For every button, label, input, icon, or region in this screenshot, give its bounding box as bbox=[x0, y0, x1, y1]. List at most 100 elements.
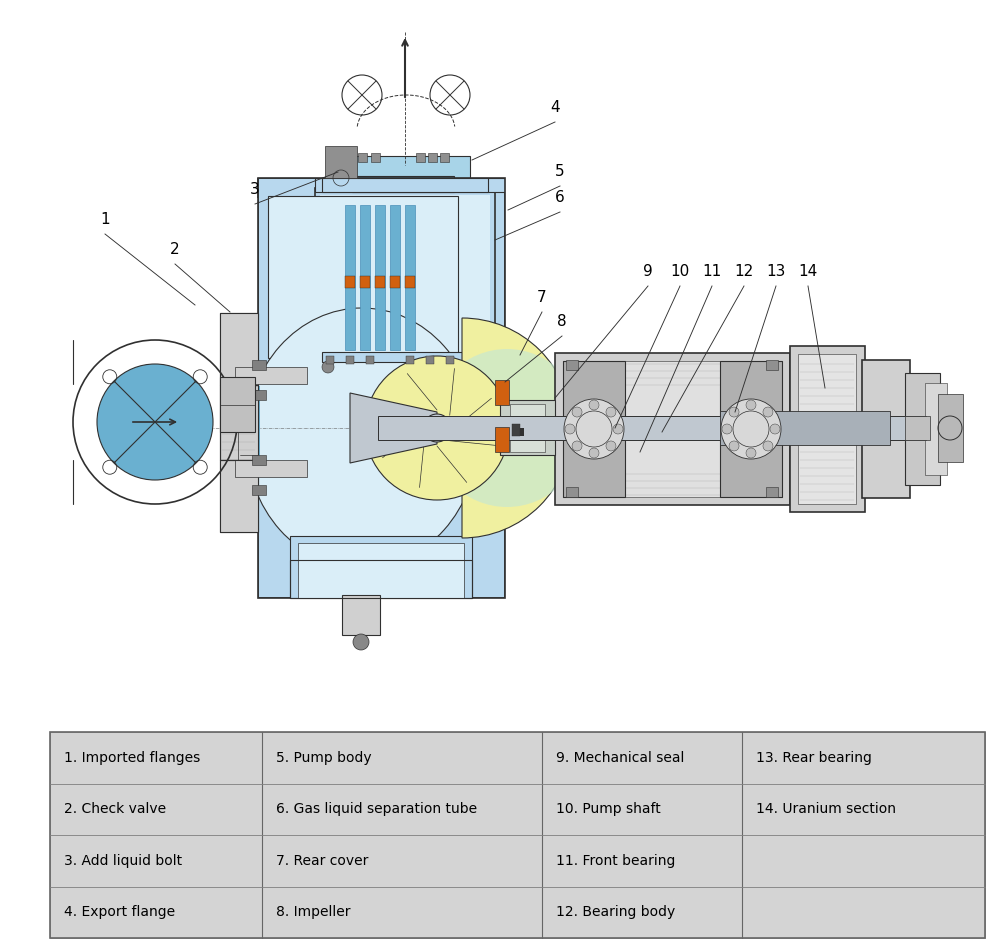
Circle shape bbox=[565, 424, 575, 434]
Bar bbox=[790, 346, 865, 512]
Polygon shape bbox=[350, 393, 437, 463]
Bar bbox=[446, 356, 454, 364]
Bar bbox=[235, 386, 260, 458]
Bar bbox=[345, 276, 355, 288]
Text: 5. Pump body: 5. Pump body bbox=[276, 750, 372, 765]
Bar bbox=[262, 886, 542, 938]
Text: 13. Rear bearing: 13. Rear bearing bbox=[756, 750, 872, 765]
Bar bbox=[720, 361, 782, 497]
Bar bbox=[563, 361, 782, 497]
Text: 9. Mechanical seal: 9. Mechanical seal bbox=[556, 750, 684, 765]
Bar bbox=[390, 276, 400, 288]
Bar bbox=[258, 178, 505, 598]
Bar bbox=[542, 732, 742, 784]
Bar bbox=[262, 732, 542, 784]
Bar bbox=[500, 400, 555, 455]
Bar bbox=[235, 385, 258, 460]
Bar bbox=[346, 153, 355, 162]
Bar bbox=[322, 178, 488, 192]
Bar bbox=[220, 460, 258, 532]
Bar bbox=[542, 835, 742, 886]
Bar bbox=[358, 153, 367, 162]
Bar bbox=[766, 360, 778, 370]
Bar bbox=[360, 276, 370, 288]
Circle shape bbox=[472, 361, 484, 373]
Circle shape bbox=[746, 400, 756, 410]
Bar bbox=[542, 886, 742, 938]
Text: 2: 2 bbox=[170, 242, 180, 257]
Bar bbox=[0, 0, 1000, 178]
Bar bbox=[326, 356, 334, 364]
Bar bbox=[563, 361, 625, 497]
Bar bbox=[925, 383, 947, 475]
Wedge shape bbox=[462, 318, 572, 538]
Circle shape bbox=[721, 399, 781, 459]
Text: 11: 11 bbox=[702, 264, 722, 279]
Text: 13: 13 bbox=[766, 264, 786, 279]
Bar bbox=[346, 356, 354, 364]
Bar bbox=[428, 153, 437, 162]
Text: 12: 12 bbox=[734, 264, 754, 279]
Bar bbox=[220, 385, 260, 460]
Text: 14: 14 bbox=[798, 264, 818, 279]
Bar bbox=[220, 377, 255, 432]
Bar bbox=[742, 784, 985, 835]
Bar bbox=[235, 460, 307, 477]
Text: 11. Front bearing: 11. Front bearing bbox=[556, 854, 675, 867]
Bar bbox=[766, 487, 778, 497]
Bar bbox=[798, 354, 856, 504]
Bar bbox=[220, 460, 258, 532]
Bar bbox=[252, 455, 266, 465]
Circle shape bbox=[365, 356, 509, 500]
Bar bbox=[905, 416, 930, 440]
Bar bbox=[371, 153, 380, 162]
Bar bbox=[352, 176, 454, 192]
Bar bbox=[742, 886, 985, 938]
Circle shape bbox=[729, 441, 739, 451]
Text: 1. Imported flanges: 1. Imported flanges bbox=[64, 750, 200, 765]
Bar bbox=[905, 373, 940, 485]
Bar bbox=[315, 178, 505, 192]
Bar bbox=[416, 153, 425, 162]
Bar bbox=[405, 276, 415, 288]
Text: 12. Bearing body: 12. Bearing body bbox=[556, 905, 675, 920]
Text: 10. Pump shaft: 10. Pump shaft bbox=[556, 802, 661, 816]
Bar bbox=[252, 360, 266, 370]
Text: 3: 3 bbox=[250, 182, 260, 198]
Text: 14. Uranium section: 14. Uranium section bbox=[756, 802, 896, 816]
Bar bbox=[495, 380, 509, 405]
Circle shape bbox=[763, 441, 773, 451]
Circle shape bbox=[572, 407, 582, 417]
Bar bbox=[566, 487, 578, 497]
Bar bbox=[345, 205, 355, 350]
Circle shape bbox=[606, 407, 616, 417]
Bar bbox=[252, 485, 266, 495]
Bar bbox=[742, 835, 985, 886]
Bar bbox=[426, 356, 434, 364]
Text: 3. Add liquid bolt: 3. Add liquid bolt bbox=[64, 854, 182, 867]
Bar bbox=[390, 205, 400, 350]
Bar bbox=[298, 543, 464, 598]
Circle shape bbox=[746, 448, 756, 458]
Text: 4. Export flange: 4. Export flange bbox=[64, 905, 175, 920]
Bar bbox=[315, 188, 495, 360]
Text: 6. Gas liquid separation tube: 6. Gas liquid separation tube bbox=[276, 802, 477, 816]
Text: 8: 8 bbox=[557, 314, 567, 330]
Bar bbox=[375, 276, 385, 288]
Text: 7: 7 bbox=[537, 291, 547, 306]
Bar bbox=[440, 153, 449, 162]
Circle shape bbox=[613, 424, 623, 434]
Bar bbox=[520, 428, 524, 436]
Bar bbox=[406, 356, 414, 364]
Circle shape bbox=[770, 424, 780, 434]
Bar bbox=[290, 536, 472, 598]
Bar bbox=[252, 390, 266, 400]
Bar bbox=[510, 404, 545, 452]
Bar bbox=[512, 424, 520, 436]
Bar bbox=[566, 360, 578, 370]
Bar bbox=[220, 385, 258, 460]
Circle shape bbox=[589, 448, 599, 458]
Circle shape bbox=[97, 364, 213, 480]
Bar bbox=[322, 352, 488, 362]
Text: 2. Check valve: 2. Check valve bbox=[64, 802, 166, 816]
